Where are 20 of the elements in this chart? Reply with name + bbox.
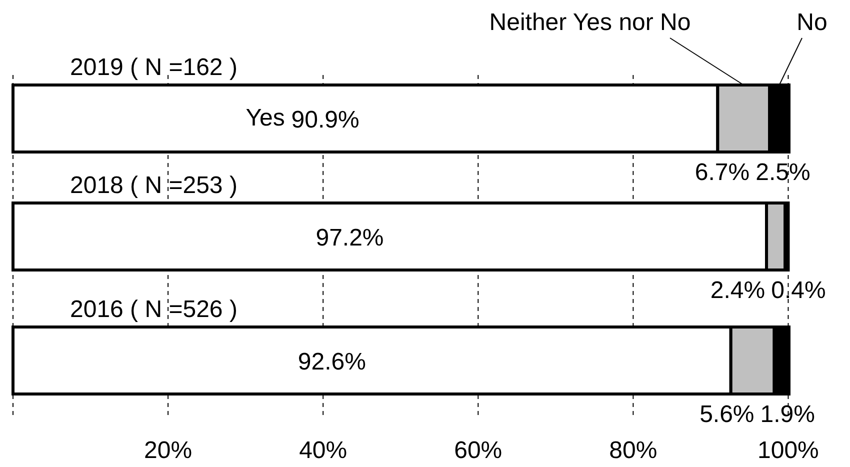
x-tick-label: 60%: [454, 437, 502, 464]
data-label: 92.6%: [298, 348, 366, 376]
data-label: 1.9%: [760, 401, 815, 428]
x-tick-label: 20%: [144, 437, 192, 464]
x-tick-label: 100%: [758, 437, 819, 464]
y-tick-label: 2016 ( N =526 ): [70, 296, 238, 323]
x-tick-label: 80%: [609, 437, 658, 464]
data-label: 5.6%: [700, 401, 754, 428]
y-tick-label: 2018 ( N =253 ): [70, 172, 238, 199]
x-tick-label: 40%: [299, 437, 348, 464]
data-label: 2.4%: [710, 277, 766, 304]
data-label: 90.9%: [291, 106, 360, 134]
data-label: 6.7%: [694, 159, 750, 186]
series-label: Yes: [246, 104, 285, 132]
data-label: 0.4%: [771, 277, 826, 304]
y-tick-label: 2019 ( N =162 ): [70, 54, 238, 81]
data-label: 97.2%: [316, 224, 384, 252]
text: Neither Yes nor No: [489, 9, 691, 36]
text: No: [796, 9, 828, 36]
data-label: 2.5%: [756, 159, 810, 186]
